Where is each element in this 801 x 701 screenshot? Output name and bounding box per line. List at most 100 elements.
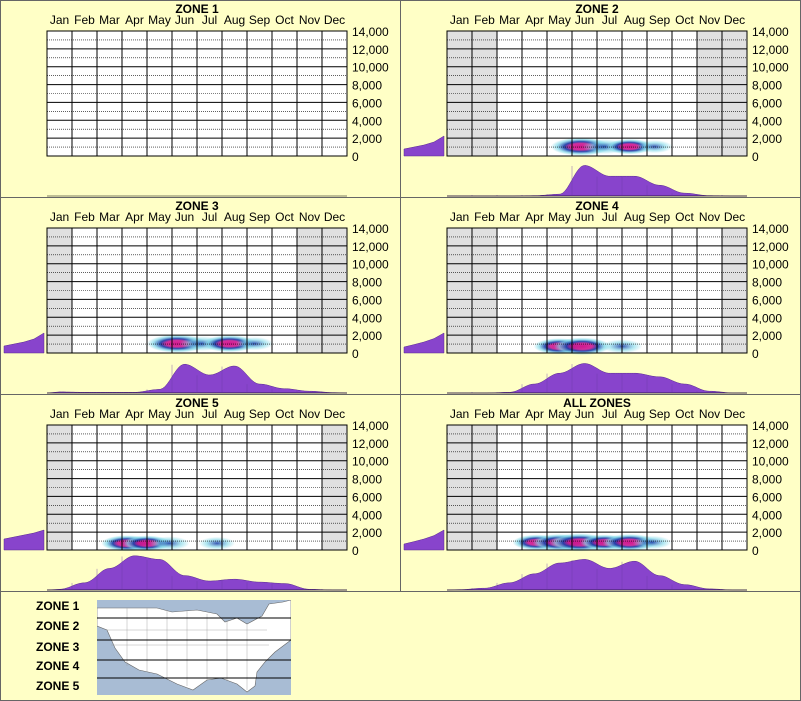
month-tick-label: Dec [724, 210, 745, 224]
month-tick-label: Jun [175, 210, 194, 224]
month-tick-label: Mar [99, 210, 120, 224]
month-tick-label: Dec [324, 210, 345, 224]
elevation-tick-label: 8,000 [752, 276, 782, 290]
month-tick-label: Aug [224, 210, 245, 224]
heat-spot [632, 535, 672, 550]
month-tick-label: Jan [50, 210, 69, 224]
legend-zone-2: ZONE 2 [36, 619, 80, 633]
elevation-tick-label: 0 [352, 347, 359, 361]
month-tick-label: Feb [474, 407, 495, 421]
us-zone-map-icon [97, 600, 291, 695]
heat-spot [235, 337, 274, 351]
elevation-tick-label: 10,000 [752, 455, 789, 469]
elevation-tick-label: 2,000 [352, 526, 382, 540]
month-tick-label: Oct [275, 210, 294, 224]
month-tick-label: May [148, 13, 171, 27]
month-tick-label: Dec [324, 407, 345, 421]
elevation-tick-label: 6,000 [752, 96, 782, 110]
month-tick-label: May [148, 210, 171, 224]
month-tick-label: Jan [450, 210, 469, 224]
legend-zone-5: ZONE 5 [36, 679, 80, 693]
month-tick-label: Sep [249, 13, 271, 27]
month-tick-label: Sep [649, 13, 671, 27]
month-tick-label: Nov [299, 210, 320, 224]
month-tick-label: Oct [675, 13, 694, 27]
month-tick-label: Jun [575, 13, 594, 27]
elevation-distribution-curve [403, 332, 445, 354]
month-tick-label: Nov [299, 407, 320, 421]
zone-panel-4: ZONE 4 Jan Feb Mar Apr May Jun Jul Aug Sep Oct Nov D… [400, 197, 801, 395]
month-tick-label: Jan [450, 407, 469, 421]
elevation-tick-label: 12,000 [352, 437, 389, 451]
elevation-tick-label: 10,000 [752, 61, 789, 75]
elevation-tick-label: 12,000 [752, 43, 789, 57]
month-tick-label: May [548, 210, 571, 224]
month-tick-label: Oct [675, 407, 694, 421]
elevation-tick-label: 10,000 [352, 455, 389, 469]
month-tick-label: May [548, 13, 571, 27]
elevation-tick-label: 2,000 [752, 132, 782, 146]
elevation-tick-label: 10,000 [352, 61, 389, 75]
panel-chart: Jan Feb Mar Apr May Jun Jul Aug Sep Oct Nov Dec 14,0… [403, 210, 789, 394]
elevation-tick-label: 8,000 [752, 79, 782, 93]
month-tick-label: Oct [275, 407, 294, 421]
month-tick-label: Oct [275, 13, 294, 27]
heat-spot [149, 536, 190, 551]
elevation-tick-label: 6,000 [352, 490, 382, 504]
elevation-tick-label: 0 [752, 544, 759, 558]
month-tick-label: Feb [474, 210, 495, 224]
month-tick-label: Jan [450, 13, 469, 27]
month-tick-label: Nov [699, 210, 720, 224]
month-tick-label: Mar [99, 13, 120, 27]
month-tick-label: Apr [125, 210, 144, 224]
zone-panel-3: ZONE 3 Jan Feb Mar Apr May Jun Jul Aug Sep Oct Nov D… [0, 197, 401, 395]
month-tick-label: Sep [249, 407, 271, 421]
elevation-distribution-curve [403, 529, 445, 551]
elevation-tick-label: 4,000 [752, 508, 782, 522]
month-tick-label: Jul [202, 13, 217, 27]
elevation-tick-label: 10,000 [352, 258, 389, 272]
month-tick-label: Feb [474, 13, 495, 27]
month-tick-label: Nov [699, 13, 720, 27]
month-tick-label: Dec [324, 13, 345, 27]
panel-title: ZONE 3 [175, 199, 219, 213]
panel-chart: Jan Feb Mar Apr May Jun Jul Aug Sep Oct Nov Dec 14,0… [3, 407, 389, 591]
panel-title: ZONE 5 [175, 396, 219, 410]
month-tick-label: Jul [202, 210, 217, 224]
elevation-distribution-curve [3, 332, 45, 354]
zone-panel-1: ZONE 1 Jan Feb Mar Apr May Jun Jul Aug Sep Oct Nov D… [0, 0, 401, 198]
elevation-tick-label: 2,000 [352, 132, 382, 146]
panel-title: ZONE 2 [575, 2, 619, 16]
panel-title: ZONE 4 [575, 199, 619, 213]
legend-zone-1: ZONE 1 [36, 599, 80, 613]
month-tick-label: Mar [99, 407, 120, 421]
month-tick-label: Dec [724, 407, 745, 421]
elevation-distribution-curve [403, 135, 445, 157]
month-tick-label: Feb [74, 13, 95, 27]
elevation-tick-label: 6,000 [352, 96, 382, 110]
month-tick-label: Apr [525, 13, 544, 27]
elevation-tick-label: 8,000 [752, 473, 782, 487]
month-tick-label: Apr [125, 407, 144, 421]
panel-chart: Jan Feb Mar Apr May Jun Jul Aug Sep Oct Nov Dec 14,0… [46, 13, 389, 197]
month-tick-label: Jul [602, 407, 617, 421]
month-tick-label: Jul [202, 407, 217, 421]
elevation-tick-label: 12,000 [352, 43, 389, 57]
heat-spot [198, 536, 236, 550]
elevation-tick-label: 0 [352, 150, 359, 164]
month-tick-label: Jan [50, 13, 69, 27]
zone-panel-2: ZONE 2 Jan Feb Mar Apr May Jun Jul Aug Sep Oct Nov D… [400, 0, 801, 198]
elevation-tick-label: 6,000 [752, 293, 782, 307]
zone-panel-5: ZONE 5 Jan Feb Mar Apr May Jun Jul Aug Sep Oct Nov D… [0, 394, 401, 592]
month-tick-label: Aug [224, 407, 245, 421]
elevation-tick-label: 2,000 [352, 329, 382, 343]
month-tick-label: May [148, 407, 171, 421]
month-tick-label: Nov [299, 13, 320, 27]
month-tick-label: Aug [624, 210, 645, 224]
elevation-tick-label: 8,000 [352, 276, 382, 290]
zone-legend: ZONE 1 ZONE 2 ZONE 3 ZONE 4 ZONE 5 [0, 591, 801, 701]
elevation-tick-label: 12,000 [352, 240, 389, 254]
elevation-tick-label: 0 [752, 347, 759, 361]
month-tick-label: Aug [624, 13, 645, 27]
